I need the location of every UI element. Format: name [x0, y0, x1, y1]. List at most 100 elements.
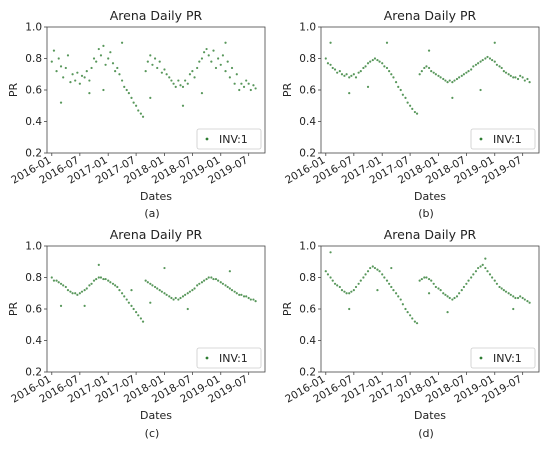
y-tick-label-b-4: 1.0 [299, 22, 316, 34]
data-point-d-0-18 [366, 270, 370, 273]
data-point-c-0-93 [228, 270, 231, 273]
data-point-d-0-34 [404, 307, 407, 311]
data-point-a-0-72 [219, 63, 222, 66]
data-point-b-0-69 [486, 55, 489, 59]
data-point-b-0-8 [343, 74, 346, 77]
data-point-a-0-77 [230, 66, 234, 70]
data-point-a-0-2 [55, 70, 58, 73]
data-point-d-0-73 [495, 282, 499, 285]
data-point-d-0-49 [439, 289, 442, 292]
data-point-b-0-51 [444, 79, 447, 82]
data-point-c-0-80 [238, 293, 241, 296]
data-point-b-0-38 [413, 110, 416, 114]
data-point-b-0-23 [378, 60, 381, 63]
data-point-b-0-57 [458, 76, 461, 79]
data-point-d-0-64 [474, 270, 478, 273]
legend-box-c [196, 347, 262, 369]
data-point-c-0-94 [83, 304, 86, 307]
data-point-d-0-22 [376, 268, 379, 271]
data-point-b-0-71 [491, 58, 494, 62]
data-point-b-0-22 [376, 58, 379, 62]
data-point-b-0-27 [388, 70, 391, 73]
data-point-c-0-77 [230, 289, 234, 292]
data-point-c-0-29 [118, 289, 121, 292]
data-point-a-0-88 [59, 101, 63, 104]
data-point-b-0-37 [411, 107, 414, 110]
data-point-a-0-28 [116, 66, 119, 70]
data-point-c-0-34 [130, 304, 133, 307]
y-tick-label-b-1: 0.4 [299, 116, 316, 128]
data-point-b-0-41 [420, 70, 423, 73]
data-point-d-0-41 [420, 277, 423, 281]
data-point-b-0-20 [371, 58, 374, 62]
data-point-d-0-95 [427, 292, 431, 295]
data-point-b-0-34 [404, 96, 407, 99]
data-point-b-0-44 [427, 66, 431, 70]
data-point-d-0-7 [340, 289, 344, 292]
data-point-d-0-79 [509, 293, 512, 296]
data-point-b-0-55 [453, 79, 456, 82]
data-point-c-0-67 [207, 276, 210, 279]
y-tick-label-d-2: 0.6 [299, 304, 316, 316]
data-point-c-0-52 [172, 298, 175, 301]
data-point-a-0-13 [80, 74, 84, 77]
caption-d: (d) [418, 427, 434, 440]
data-point-a-0-67 [207, 54, 210, 57]
data-point-a-0-69 [212, 49, 215, 52]
data-point-d-0-48 [437, 287, 440, 290]
chart-title-c: Arena Daily PR [110, 227, 203, 242]
data-point-a-0-37 [137, 109, 140, 112]
data-point-a-0-32 [125, 88, 128, 92]
y-tick-label-c-0: 0.2 [25, 367, 42, 379]
caption-b: (b) [418, 207, 434, 220]
data-point-a-0-58 [186, 82, 189, 85]
data-point-c-0-68 [210, 276, 213, 279]
data-point-d-0-26 [385, 279, 389, 282]
data-point-a-0-52 [172, 82, 175, 85]
data-point-b-0-65 [477, 62, 480, 65]
data-point-d-0-4 [333, 282, 337, 285]
data-point-c-0-55 [179, 296, 182, 300]
data-point-d-0-59 [462, 285, 466, 289]
data-point-b-0-73 [495, 63, 499, 66]
data-point-c-0-87 [254, 300, 257, 303]
data-point-b-0-13 [354, 76, 358, 79]
y-tick-label-a-3: 0.8 [25, 53, 42, 65]
data-point-b-0-62 [470, 68, 473, 71]
data-point-c-0-13 [80, 290, 84, 293]
data-point-c-0-70 [214, 277, 218, 281]
data-point-a-0-42 [149, 54, 152, 57]
data-point-a-0-34 [130, 96, 133, 99]
data-point-c-0-66 [205, 277, 208, 281]
data-point-a-0-23 [104, 63, 107, 66]
y-axis-label-a: PR [7, 83, 20, 98]
y-tick-label-c-3: 0.8 [25, 272, 42, 284]
data-point-c-0-44 [153, 285, 157, 289]
data-point-b-0-50 [442, 77, 445, 81]
data-point-c-0-15 [85, 287, 88, 290]
data-point-d-0-10 [348, 292, 351, 295]
data-point-c-0-63 [198, 282, 201, 285]
data-point-d-0-31 [397, 295, 400, 298]
data-point-d-0-51 [444, 293, 447, 296]
data-point-c-0-81 [240, 293, 243, 296]
data-point-b-0-76 [502, 70, 505, 73]
data-point-c-0-1 [52, 279, 56, 282]
data-point-c-0-54 [177, 298, 180, 301]
data-point-a-0-46 [158, 60, 161, 63]
data-point-a-0-70 [214, 66, 218, 70]
data-point-d-0-93 [512, 307, 515, 311]
data-point-d-0-28 [390, 285, 393, 289]
data-point-c-0-71 [217, 279, 220, 282]
data-point-c-0-17 [90, 282, 93, 285]
data-point-c-0-61 [193, 287, 196, 290]
data-point-c-0-24 [107, 279, 110, 282]
data-point-a-0-21 [99, 54, 103, 57]
data-point-d-0-9 [345, 292, 348, 295]
data-point-b-0-33 [401, 93, 404, 96]
data-point-a-0-15 [85, 70, 88, 73]
data-point-d-0-35 [406, 311, 409, 314]
data-point-c-0-90 [130, 289, 133, 292]
legend-box-b [470, 128, 536, 150]
data-point-b-0-83 [519, 74, 522, 77]
